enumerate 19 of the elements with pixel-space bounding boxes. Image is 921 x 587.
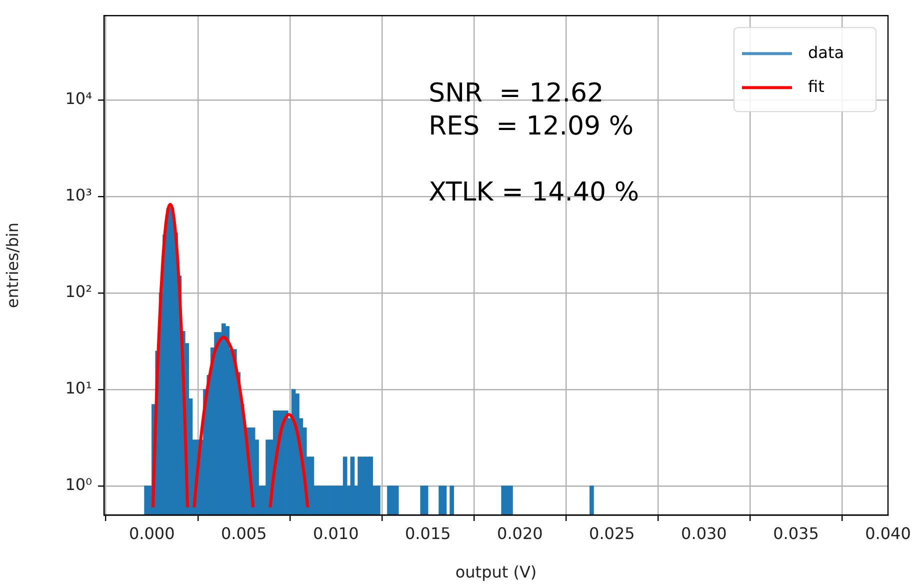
- x-tick-label: 0.015: [405, 524, 451, 543]
- x-axis-title: output (V): [455, 562, 537, 582]
- x-tick-label: 0.020: [497, 524, 543, 543]
- x-tick-label: 0.000: [128, 524, 175, 543]
- y-tick-label: 10⁴: [65, 89, 92, 108]
- legend-label: data: [808, 42, 844, 62]
- x-tick-label: 0.010: [312, 524, 359, 543]
- legend-label: fit: [808, 76, 824, 96]
- y-tick-label: 10²: [65, 282, 92, 302]
- x-tick-label: 0.030: [681, 524, 727, 543]
- x-tick-label: 0.025: [589, 524, 635, 543]
- x-tick-label: 0.005: [220, 524, 267, 543]
- y-tick-label: 10¹: [65, 378, 92, 398]
- x-tick-label: 0.040: [865, 524, 911, 543]
- y-tick-label: 10⁰: [65, 475, 92, 494]
- y-axis-title: entries/bin: [2, 222, 22, 308]
- y-tick-label: 10³: [65, 186, 92, 205]
- text: SNR = 12.62 RES = 12.09 % XTLK = 14.40 %: [428, 78, 640, 208]
- x-tick-label: 0.035: [773, 524, 819, 543]
